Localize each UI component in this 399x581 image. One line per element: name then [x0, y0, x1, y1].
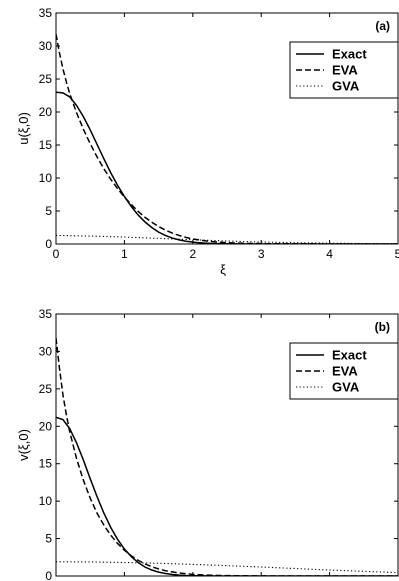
- x-tick-label: 1: [121, 579, 128, 581]
- y-axis-title: v(ξ,0): [16, 429, 31, 461]
- x-tick-label: 5: [395, 247, 399, 261]
- legend-label-gva: GVA: [332, 79, 360, 94]
- x-tick-label: 3: [258, 247, 265, 261]
- series-line-exact: [56, 416, 398, 576]
- y-tick-label: 30: [39, 344, 53, 358]
- y-tick-label: 25: [39, 72, 53, 86]
- x-tick-label: 2: [189, 579, 196, 581]
- chart-panel-2: 01234505101520253035ξv(ξ,0)(b)ExactEVAGV…: [16, 307, 399, 581]
- legend-label-gva: GVA: [332, 380, 360, 395]
- x-tick-label: 4: [326, 579, 333, 581]
- x-axis-title: ξ: [220, 262, 226, 277]
- series-line-exact: [56, 91, 398, 244]
- y-tick-label: 30: [39, 39, 53, 53]
- y-tick-label: 20: [39, 419, 53, 433]
- x-tick-label: 3: [258, 579, 265, 581]
- x-tick-label: 2: [189, 247, 196, 261]
- y-tick-label: 10: [39, 494, 53, 508]
- y-axis-title: u(ξ,0): [16, 112, 31, 145]
- x-tick-label: 0: [53, 579, 60, 581]
- legend-label-exact: Exact: [332, 47, 367, 62]
- panel-label: (a): [375, 19, 390, 33]
- series-line-gva: [56, 561, 398, 574]
- x-tick-label: 5: [395, 579, 399, 581]
- y-tick-label: 0: [45, 237, 52, 251]
- x-tick-label: 0: [53, 247, 60, 261]
- series-line-gva: [56, 234, 398, 244]
- y-tick-label: 35: [39, 6, 53, 20]
- y-tick-label: 5: [45, 204, 52, 218]
- y-tick-label: 15: [39, 138, 53, 152]
- series-group: [56, 33, 398, 244]
- y-tick-label: 15: [39, 457, 53, 471]
- series-line-eva: [56, 337, 398, 576]
- y-tick-label: 25: [39, 382, 53, 396]
- panel-label: (b): [375, 320, 390, 334]
- y-tick-label: 10: [39, 171, 53, 185]
- y-tick-label: 20: [39, 105, 53, 119]
- x-tick-label: 4: [326, 247, 333, 261]
- y-tick-label: 5: [45, 532, 52, 546]
- legend-label-exact: Exact: [332, 348, 367, 363]
- y-tick-label: 35: [39, 307, 53, 321]
- legend-label-eva: EVA: [332, 364, 358, 379]
- chart-panel-1: 0 1 2 3 4 5 0 5 10 15 20 25 30 35 ξ u(ξ,0) (a) ExactEVAGV…: [16, 6, 399, 277]
- series-line-eva: [56, 33, 398, 244]
- legend-label-eva: EVA: [332, 63, 358, 78]
- x-tick-label: 1: [121, 247, 128, 261]
- y-tick-label: 0: [45, 569, 52, 581]
- series-group: [56, 337, 398, 576]
